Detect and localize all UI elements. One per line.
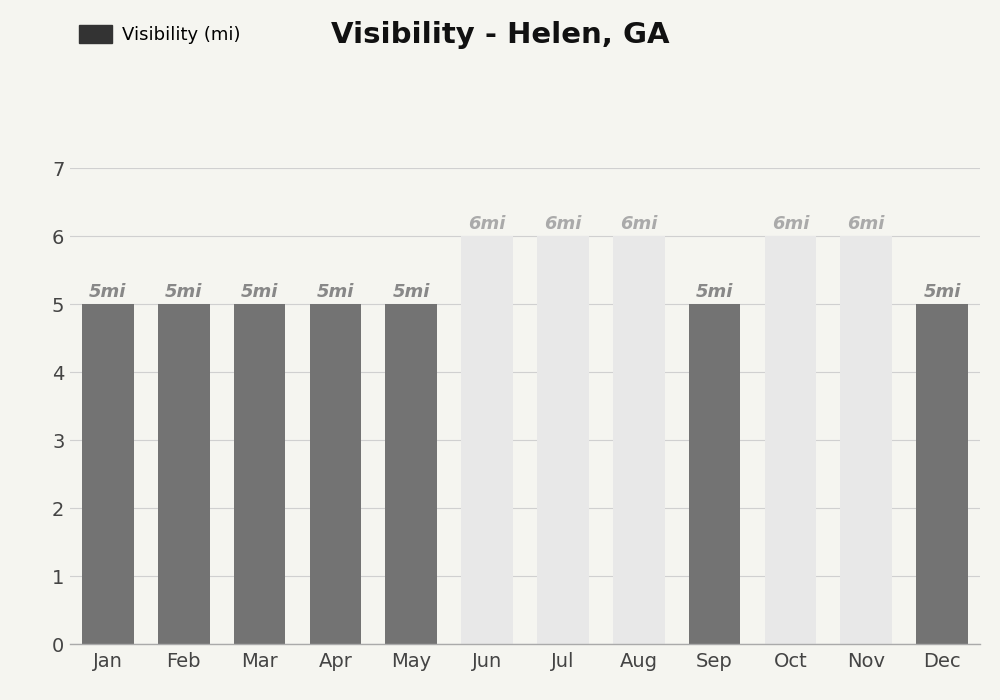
Text: 6mi: 6mi [544,216,582,233]
Bar [689,304,740,644]
Text: 6mi: 6mi [620,216,657,233]
Text: 5mi: 5mi [89,284,127,301]
Text: 6mi: 6mi [468,216,506,233]
Text: 5mi: 5mi [393,284,430,301]
Bar [537,236,589,644]
Bar [158,304,210,644]
Text: 5mi: 5mi [165,284,202,301]
Text: 6mi: 6mi [848,216,885,233]
Text: 5mi: 5mi [241,284,278,301]
Bar [916,304,968,644]
Bar [82,304,134,644]
Bar [613,236,665,644]
Text: 5mi: 5mi [923,284,961,301]
Legend: Visibility (mi): Visibility (mi) [79,25,241,44]
Bar [310,304,361,644]
Text: 5mi: 5mi [696,284,733,301]
Text: 6mi: 6mi [772,216,809,233]
Bar [765,236,816,644]
Bar [461,236,513,644]
Bar [385,304,437,644]
Bar [840,236,892,644]
Text: 5mi: 5mi [317,284,354,301]
Bar [234,304,285,644]
Text: Visibility - Helen, GA: Visibility - Helen, GA [331,21,669,49]
